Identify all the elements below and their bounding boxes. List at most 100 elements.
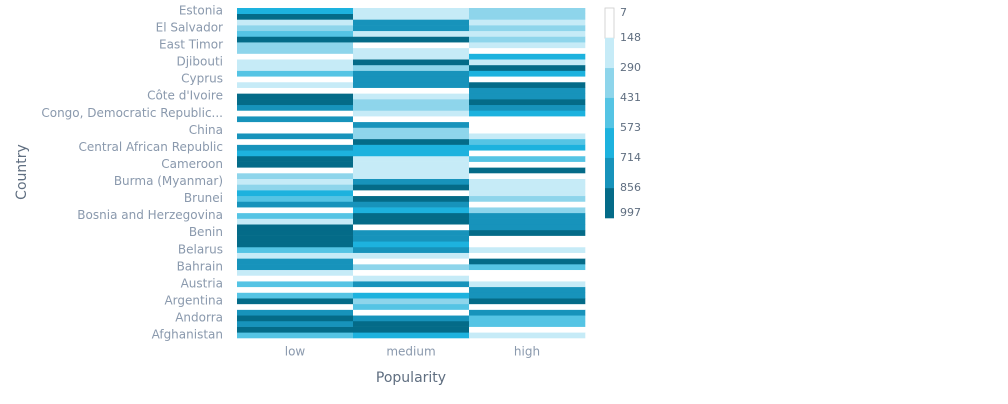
heatmap-cell xyxy=(237,252,354,259)
heatmap-cell xyxy=(353,320,470,327)
heatmap-cell xyxy=(469,281,586,288)
heatmap-cell xyxy=(469,127,586,134)
colorbar-band xyxy=(605,68,614,99)
heatmap-cell xyxy=(469,25,586,32)
heatmap-cell xyxy=(353,116,470,123)
y-tick-label: Benin xyxy=(189,225,223,239)
heatmap-cell xyxy=(237,298,354,305)
heatmap-cell xyxy=(353,292,470,299)
heatmap-cell xyxy=(237,13,354,20)
heatmap-cell xyxy=(353,87,470,94)
heatmap-cell xyxy=(469,269,586,276)
heatmap-cell xyxy=(237,144,354,151)
y-tick-label: East Timor xyxy=(159,37,223,51)
heatmap-cell xyxy=(237,235,354,242)
y-tick-label: Argentina xyxy=(164,294,223,308)
heatmap-cell xyxy=(469,36,586,43)
heatmap-cell xyxy=(353,218,470,225)
heatmap-cell xyxy=(353,241,470,248)
heatmap-cell xyxy=(237,178,354,185)
heatmap-cell xyxy=(469,303,586,310)
heatmap-cell xyxy=(469,320,586,327)
heatmap-cell xyxy=(469,241,586,248)
heatmap-cell xyxy=(237,36,354,43)
heatmap-cell xyxy=(469,161,586,168)
heatmap-cell xyxy=(237,173,354,179)
heatmap-cell xyxy=(469,246,586,253)
heatmap-cell xyxy=(469,184,586,191)
heatmap-cell xyxy=(469,13,586,20)
heatmap-cell xyxy=(353,212,470,219)
heatmap-cell xyxy=(237,42,354,49)
heatmap-cell xyxy=(469,326,586,333)
heatmap-cell xyxy=(237,121,354,128)
y-tick-label: Congo, Democratic Republic... xyxy=(41,106,223,120)
heatmap-cell xyxy=(469,42,586,49)
heatmap-cell xyxy=(353,224,470,231)
colorbar-tick-label: 856 xyxy=(620,181,641,194)
heatmap-cell xyxy=(353,70,470,77)
heatmap-cell xyxy=(237,286,354,293)
heatmap-cell xyxy=(237,47,354,54)
heatmap-cell xyxy=(237,264,354,271)
heatmap-cell xyxy=(353,246,470,253)
heatmap-cell xyxy=(237,19,354,26)
heatmap-cell xyxy=(469,121,586,128)
heatmap-cell xyxy=(237,150,354,157)
heatmap-cell xyxy=(353,150,470,157)
heatmap-cell xyxy=(469,47,586,54)
heatmap-cell xyxy=(353,252,470,259)
heatmap-cell xyxy=(237,258,354,265)
heatmap-cell xyxy=(353,121,470,128)
heatmap-cell xyxy=(353,161,470,168)
heatmap-cell xyxy=(237,326,354,333)
heatmap-cell xyxy=(353,8,470,14)
x-tick-label: high xyxy=(514,345,540,359)
heatmap-cell xyxy=(353,298,470,305)
heatmap-cell xyxy=(237,269,354,276)
heatmap-cell xyxy=(237,229,354,236)
colorbar-tick-label: 997 xyxy=(620,206,641,219)
heatmap-cell xyxy=(237,59,354,66)
y-tick-label: Central African Republic xyxy=(79,140,223,154)
heatmap-cell xyxy=(469,201,586,208)
heatmap-cell xyxy=(353,201,470,208)
heatmap-cell xyxy=(469,81,586,88)
heatmap-cell xyxy=(469,258,586,265)
heatmap-cell xyxy=(469,275,586,282)
y-tick-label: Bosnia and Herzegovina xyxy=(77,208,223,222)
heatmap-cell xyxy=(353,326,470,333)
heatmap-cell xyxy=(353,76,470,83)
heatmap-cell xyxy=(353,190,470,197)
colorbar-band xyxy=(605,37,614,69)
heatmap-cell xyxy=(353,303,470,310)
heatmap-cell xyxy=(353,104,470,111)
heatmap-cell xyxy=(353,133,470,140)
x-axis-title: Popularity xyxy=(376,370,446,386)
heatmap-cell xyxy=(237,161,354,168)
heatmap-cell xyxy=(237,155,354,162)
heatmap-cell xyxy=(237,64,354,71)
heatmap-cell xyxy=(237,195,354,202)
heatmap-cell xyxy=(469,93,586,100)
heatmap-cell xyxy=(469,150,586,157)
heatmap-cell xyxy=(353,315,470,322)
heatmap-cell xyxy=(353,195,470,202)
colorbar-band xyxy=(605,97,614,129)
y-tick-label: Cyprus xyxy=(181,72,223,86)
heatmap-cell xyxy=(237,224,354,231)
heatmap-cell xyxy=(353,155,470,162)
heatmap-cell xyxy=(469,8,586,14)
heatmap-cell xyxy=(353,309,470,316)
heatmap-cell xyxy=(353,19,470,26)
heatmap-cell xyxy=(469,138,586,145)
heatmap-cell xyxy=(469,99,586,106)
y-tick-label: Afghanistan xyxy=(152,328,223,342)
heatmap-cell xyxy=(469,64,586,71)
heatmap-cell xyxy=(353,13,470,20)
heatmap-cell xyxy=(353,178,470,185)
heatmap-cell xyxy=(469,178,586,185)
y-tick-label: China xyxy=(189,123,223,137)
heatmap-cell xyxy=(237,133,354,140)
heatmap-cell xyxy=(353,229,470,236)
